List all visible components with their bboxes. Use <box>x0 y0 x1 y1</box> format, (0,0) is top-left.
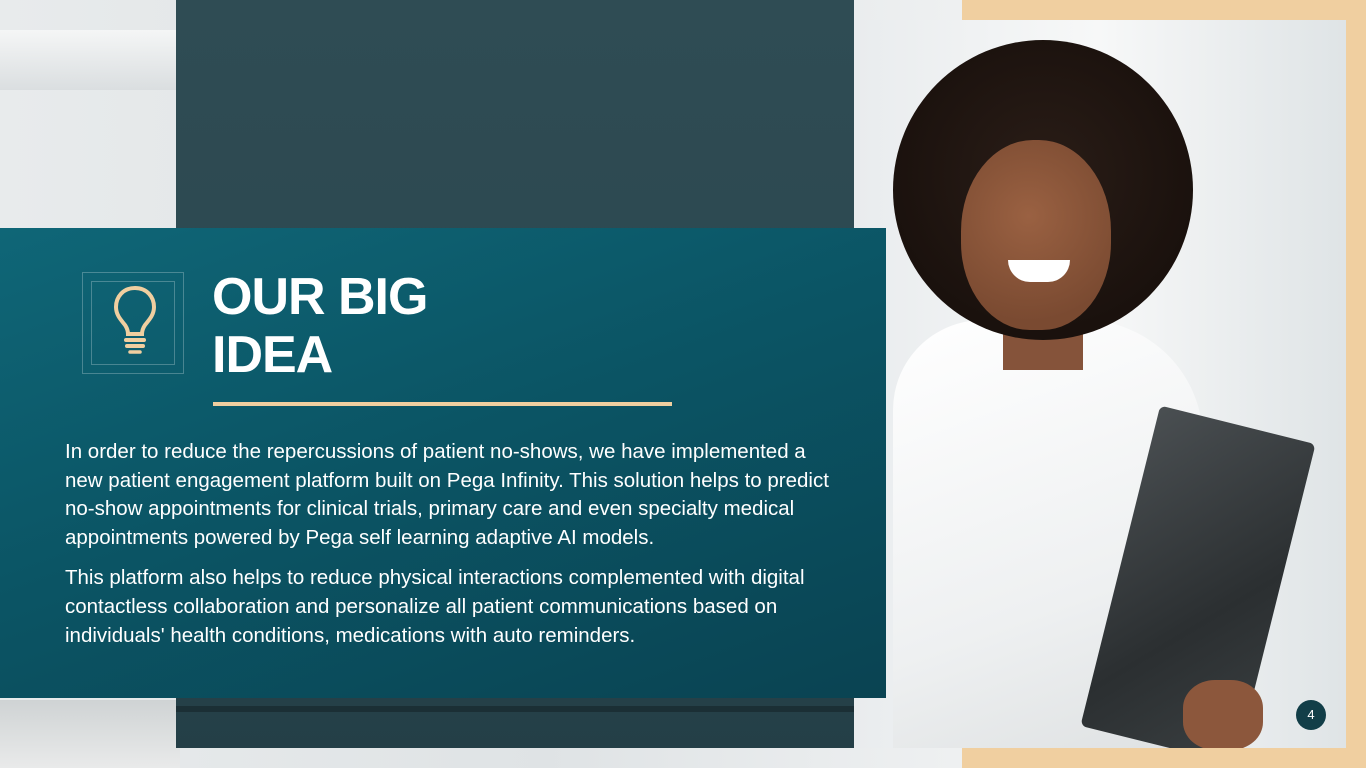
lightbulb-icon <box>113 285 157 354</box>
icon-outer-frame <box>82 272 184 374</box>
slide-title: OUR BIG IDEA <box>212 268 428 384</box>
photo-hand <box>1183 680 1263 748</box>
woman-photo <box>853 20 1346 748</box>
dark-divider-bar <box>176 706 854 712</box>
photo-smile <box>1008 260 1070 282</box>
body-paragraph-1: In order to reduce the repercussions of … <box>65 440 829 549</box>
photo-face <box>961 140 1111 330</box>
content-box <box>0 228 886 698</box>
background-desk <box>0 700 180 768</box>
body-paragraph-2: This platform also helps to reduce physi… <box>65 566 805 647</box>
title-underline <box>213 402 672 406</box>
title-line-2: IDEA <box>212 326 333 384</box>
title-line-1: OUR BIG <box>212 268 428 326</box>
background-shelf <box>0 30 176 90</box>
icon-inner-frame <box>91 281 175 365</box>
slide-body: In order to reduce the repercussions of … <box>65 438 835 662</box>
page-number-badge: 4 <box>1296 700 1326 730</box>
